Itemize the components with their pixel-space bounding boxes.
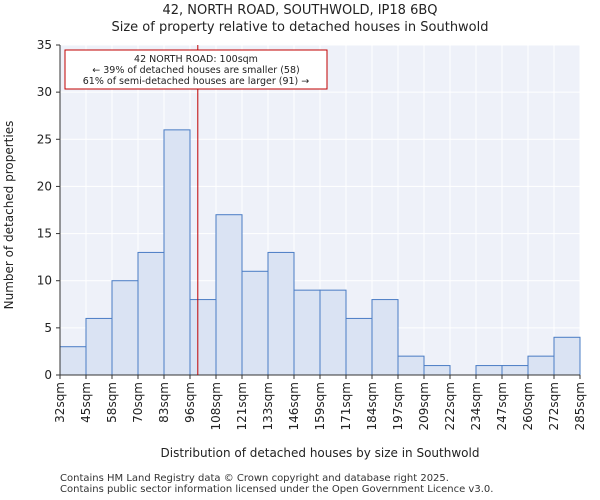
x-tick-label: 247sqm [495,382,509,430]
bar [423,365,451,376]
y-tick-label: 35 [37,38,52,52]
annotation-line-1: 42 NORTH ROAD: 100sqm [134,54,258,65]
y-tick-label: 10 [37,274,52,288]
x-tick-label: 272sqm [547,382,561,430]
bar [163,129,191,376]
bar [501,365,529,376]
bar [319,289,347,376]
y-tick-label: 20 [37,179,52,193]
chart-title: 42, NORTH ROAD, SOUTHWOLD, IP18 6BQ [162,3,438,18]
x-tick-label: 234sqm [469,382,483,430]
x-tick-label: 108sqm [209,382,223,430]
bar [85,317,113,376]
x-tick-label: 209sqm [417,382,431,430]
x-tick-label: 197sqm [391,382,405,430]
x-tick-label: 159sqm [313,382,327,430]
x-tick-label: 58sqm [105,382,119,423]
annotation-line-2: ← 39% of detached houses are smaller (58… [92,65,299,76]
chart-subtitle: Size of property relative to detached ho… [111,20,489,35]
x-tick-label: 285sqm [573,382,587,430]
x-tick-label: 171sqm [339,382,353,430]
x-tick-label: 260sqm [521,382,535,430]
annotation-box: 42 NORTH ROAD: 100sqm ← 39% of detached … [64,49,328,90]
bar [241,270,269,376]
x-tick-label: 83sqm [157,382,171,423]
bar [527,355,555,376]
bar [189,299,217,376]
bar [267,251,295,376]
bar [59,346,87,376]
x-tick-label: 70sqm [131,382,145,423]
x-tick-label: 45sqm [79,382,93,423]
bar [137,251,165,376]
y-tick-label: 15 [37,227,52,241]
bar [475,365,503,376]
x-tick-label: 184sqm [365,382,379,430]
y-tick-label: 30 [37,85,52,99]
y-tick-label: 25 [37,132,52,146]
bar [345,317,373,376]
bar [215,214,243,376]
x-tick-label: 32sqm [53,382,67,423]
footer-line-2: Contains public sector information licen… [60,484,494,495]
x-tick-label: 133sqm [261,382,275,430]
footer-line-1: Contains HM Land Registry data © Crown c… [60,473,449,484]
x-tick-label: 146sqm [287,382,301,430]
y-tick-label: 5 [44,321,52,335]
y-axis-label: Number of detached properties [2,121,16,310]
x-tick-label: 121sqm [235,382,249,430]
x-tick-label: 222sqm [443,382,457,430]
bar [371,299,399,376]
bar [397,355,425,376]
bar [293,289,321,376]
y-tick-label: 0 [44,368,52,382]
bar [111,280,139,376]
bar [553,336,581,376]
annotation-line-3: 61% of semi-detached houses are larger (… [83,76,310,87]
x-tick-label: 96sqm [183,382,197,423]
x-axis-label: Distribution of detached houses by size … [161,446,480,460]
